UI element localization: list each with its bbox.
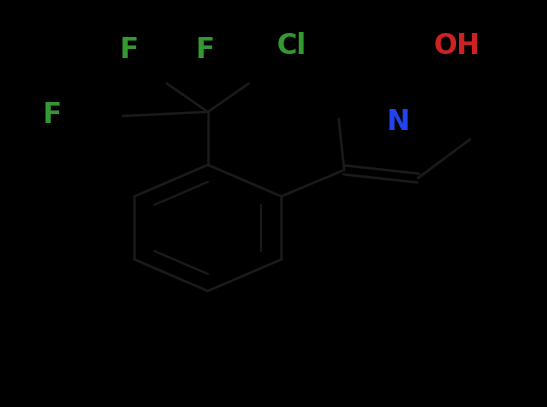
Text: F: F: [119, 36, 138, 64]
Text: OH: OH: [433, 32, 480, 60]
Text: Cl: Cl: [277, 32, 306, 60]
Text: N: N: [386, 108, 409, 136]
Text: F: F: [196, 36, 214, 64]
Text: F: F: [43, 101, 61, 129]
